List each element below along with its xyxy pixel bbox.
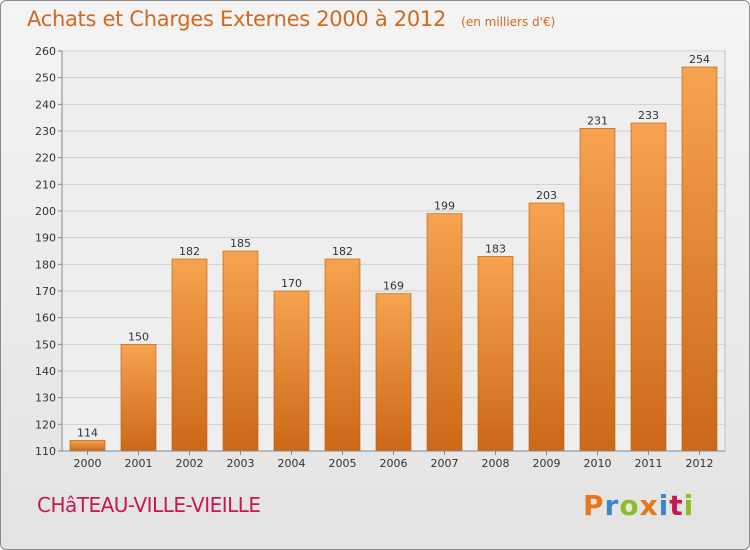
y-tick-label: 110 (35, 445, 56, 458)
logo-letter: o (619, 489, 640, 522)
bar (528, 202, 565, 452)
bar (375, 293, 412, 452)
y-tick-label: 190 (35, 232, 56, 245)
bar-value-label: 183 (485, 242, 506, 255)
bar (120, 344, 157, 452)
bar-value-label: 203 (536, 189, 557, 202)
bar (69, 440, 106, 452)
y-tick-label: 150 (35, 338, 56, 351)
logo-letter: i (683, 489, 695, 522)
x-tick-label: 2007 (431, 457, 459, 470)
bar (273, 290, 310, 452)
bar-value-label: 231 (587, 114, 608, 127)
y-tick-label: 160 (35, 312, 56, 325)
bar-value-label: 233 (638, 109, 659, 122)
x-tick-label: 2012 (686, 457, 714, 470)
x-tick-label: 2008 (482, 457, 510, 470)
x-tick-label: 2006 (380, 457, 408, 470)
x-tick-label: 2009 (533, 457, 561, 470)
x-tick-label: 2004 (278, 457, 306, 470)
bar (579, 128, 616, 452)
chart-title: Achats et Charges Externes 2000 à 2012 (27, 7, 447, 31)
logo-letter: r (604, 489, 620, 522)
bar (477, 256, 514, 452)
y-tick-label: 200 (35, 205, 56, 218)
x-tick-label: 2002 (176, 457, 204, 470)
bar-value-label: 170 (281, 277, 302, 290)
y-tick-label: 250 (35, 72, 56, 85)
bar (324, 258, 361, 452)
chart-title-block: Achats et Charges Externes 2000 à 2012 (… (27, 7, 555, 31)
y-tick-label: 210 (35, 178, 56, 191)
y-tick-label: 140 (35, 365, 56, 378)
location-name: CHâTEAU-VILLE-VIEILLE (37, 493, 261, 517)
y-tick-label: 130 (35, 392, 56, 405)
x-tick-label: 2000 (74, 457, 102, 470)
bar-value-label: 199 (434, 200, 455, 213)
y-tick-label: 180 (35, 258, 56, 271)
proxiti-logo: Proxiti (583, 489, 694, 522)
bar (630, 122, 667, 452)
x-tick-label: 2005 (329, 457, 357, 470)
x-tick-label: 2001 (125, 457, 153, 470)
bar (171, 258, 208, 452)
chart-unit-label: (en milliers d'€) (461, 15, 556, 29)
y-tick-label: 240 (35, 98, 56, 111)
logo-letter: P (583, 489, 605, 522)
bar-value-label: 182 (332, 245, 353, 258)
bar (426, 213, 463, 452)
logo-letter: i (658, 489, 670, 522)
x-tick-label: 2010 (584, 457, 612, 470)
bar-value-label: 185 (230, 237, 251, 250)
bar-value-label: 182 (179, 245, 200, 258)
bar (681, 66, 718, 452)
x-tick-label: 2003 (227, 457, 255, 470)
y-tick-label: 220 (35, 152, 56, 165)
y-tick-label: 170 (35, 285, 56, 298)
logo-letter: x (639, 489, 659, 522)
bar-value-label: 150 (128, 330, 149, 343)
y-tick-label: 120 (35, 418, 56, 431)
y-tick-label: 260 (35, 45, 56, 58)
bar-value-label: 114 (77, 426, 98, 439)
bar-value-label: 254 (689, 53, 710, 66)
logo-letter: t (669, 489, 684, 522)
bar-value-label: 169 (383, 280, 404, 293)
bar (222, 250, 259, 452)
y-tick-label: 230 (35, 125, 56, 138)
x-tick-label: 2011 (635, 457, 663, 470)
